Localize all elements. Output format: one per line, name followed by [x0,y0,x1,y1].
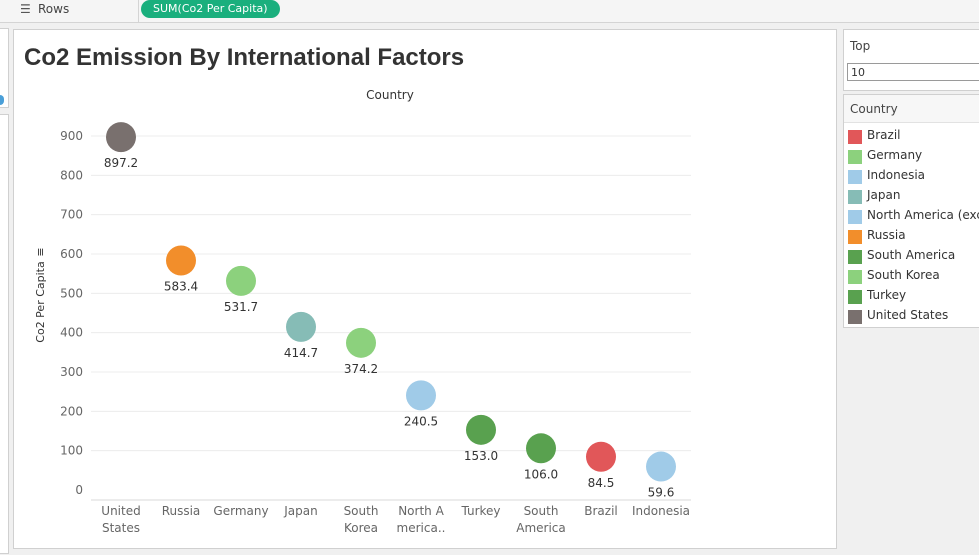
legend-swatch [848,130,862,144]
x-tick-label: South [524,504,559,518]
x-tick-label: Brazil [584,504,618,518]
data-label: 59.6 [648,486,675,500]
legend-swatch [848,250,862,264]
data-label: 897.2 [104,156,138,170]
rows-shelf: ☰ Rows SUM(Co2 Per Capita) [0,0,979,23]
top-filter-panel: Top 10 [843,29,979,91]
data-label: 240.5 [404,414,438,428]
legend-swatch [848,230,862,244]
legend-title: Country [844,95,979,123]
country-legend: Country Brazil Germany Indonesia Japan North… [843,94,979,328]
legend-label: South America [867,248,956,262]
x-tick-label: Germany [213,504,268,518]
x-tick-label: Korea [344,521,378,535]
measure-pill[interactable]: SUM(Co2 Per Capita) [141,0,280,18]
data-point [346,327,376,358]
y-tick-label: 200 [60,404,83,418]
legend-label: Germany [867,148,923,162]
data-label: 374.2 [344,362,378,376]
data-point [166,245,196,276]
x-tick-label: Japan [283,504,317,518]
x-tick-label: Indonesia [632,504,690,518]
y-tick-label: 100 [60,444,83,458]
legend-swatch [848,210,862,224]
scatter-chart: 0 100 200 300 400 500 600 700 800 900 Co2 Per Capi… [34,88,691,535]
legend-label: North America (excl [867,208,979,222]
list-icon: ☰ [20,2,31,16]
data-point [646,451,676,482]
x-tick-label: Turkey [460,504,500,518]
legend-label: United States [867,308,949,322]
legend-label: Japan [867,188,901,202]
x-tick-label: North A [398,504,444,518]
legend-swatch [848,270,862,284]
legend-swatch [848,190,862,204]
sort-icon: ≡ [34,247,47,256]
left-panel-stub-lower [0,114,9,554]
y-axis-label: Co2 Per Capita [34,261,47,342]
x-tick-label: America [516,521,566,535]
legend-label: Turkey [867,288,907,302]
y-tick-label: 600 [60,247,83,261]
legend-label: Brazil [867,128,901,142]
data-point [226,265,256,296]
legend-swatch [848,150,862,164]
legend-label: Indonesia [867,168,926,182]
data-label: 84.5 [588,476,615,490]
y-tick-label: 900 [60,129,83,143]
data-label: 153.0 [464,449,498,463]
legend-swatch [848,170,862,184]
top-filter-input[interactable]: 10 [847,63,979,81]
legend-swatch [848,310,862,324]
data-label: 583.4 [164,280,198,294]
x-tick-label: United [101,504,140,518]
data-point [286,311,316,342]
data-point [526,433,556,464]
data-label: 531.7 [224,300,258,314]
data-label: 106.0 [524,467,558,481]
y-tick-label: 400 [60,326,83,340]
y-tick-label: 800 [60,168,83,182]
x-tick-label: Russia [162,504,201,518]
y-tick-label: 300 [60,365,83,379]
legend-swatch [848,290,862,304]
top-filter-title: Top [850,39,871,53]
data-label: 414.7 [284,346,318,360]
chart-title: Co2 Emission By International Factors [24,44,465,71]
data-point [586,441,616,472]
rows-shelf-label: ☰ Rows [0,0,139,22]
data-point [466,414,496,445]
x-tick-label: States [102,521,140,535]
chart-panel: Co2 Emission By International Factors 0 1… [13,29,837,549]
y-tick-label: 500 [60,286,83,300]
y-tick-label: 0 [75,483,83,497]
data-point [106,122,136,153]
legend-label: South Korea [867,268,940,282]
y-tick-label: 700 [60,208,83,222]
legend-label: Russia [867,228,906,242]
parameter-dot-icon[interactable] [0,95,4,105]
data-point [406,380,436,411]
column-header: Country [366,88,414,102]
x-tick-label: South [344,504,379,518]
left-panel-stub [0,28,9,108]
x-tick-label: merica.. [397,521,446,535]
rows-label: Rows [38,2,70,16]
